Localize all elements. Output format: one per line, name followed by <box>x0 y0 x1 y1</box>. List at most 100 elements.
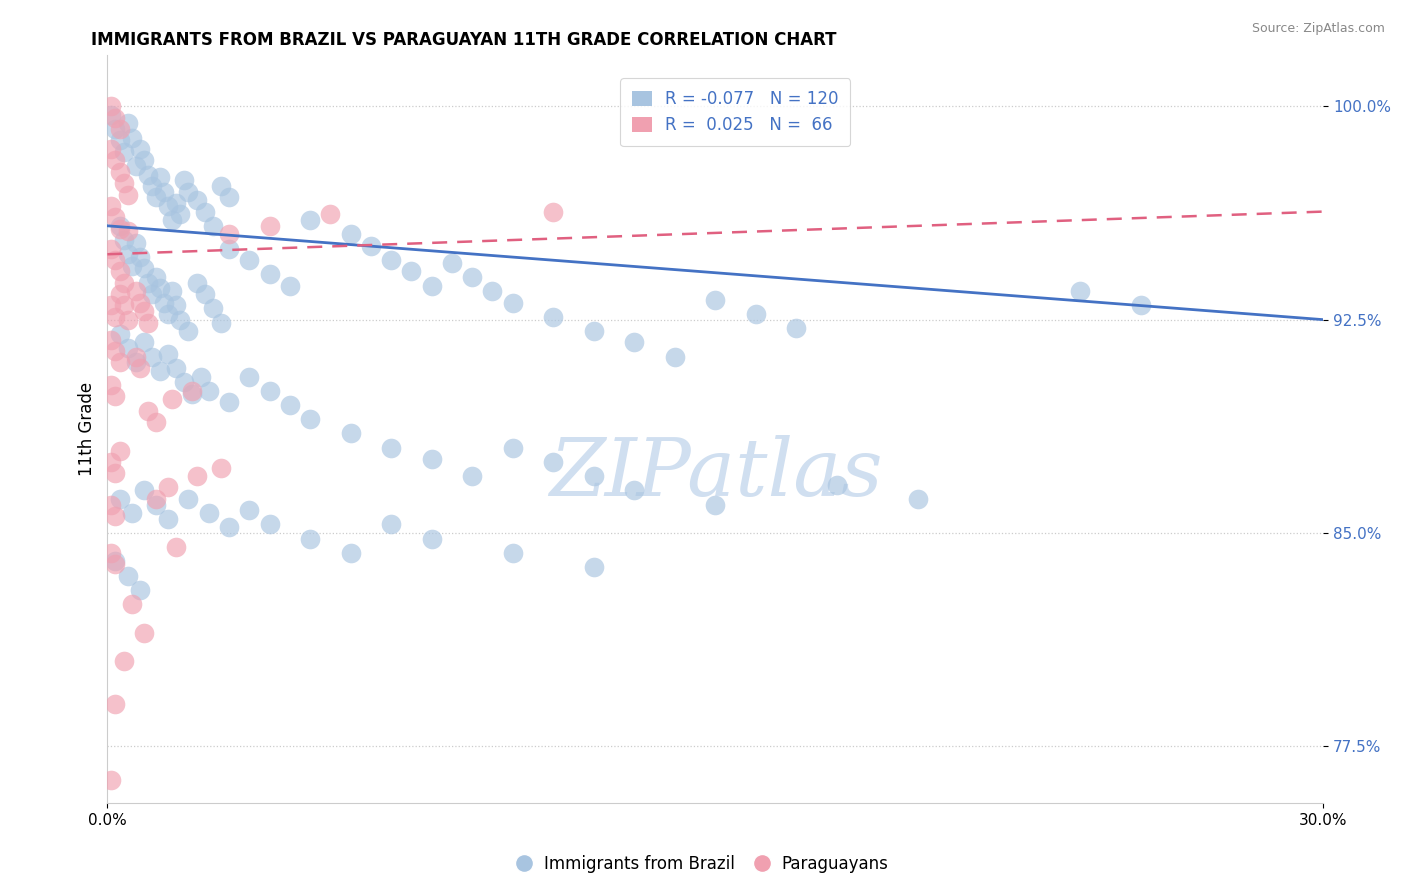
Point <box>153 295 176 310</box>
Point <box>218 395 240 409</box>
Point <box>420 532 443 546</box>
Point <box>339 227 361 242</box>
Point <box>160 284 183 298</box>
Point <box>218 520 240 534</box>
Point <box>201 219 224 233</box>
Point <box>401 264 423 278</box>
Point <box>145 270 167 285</box>
Point <box>108 219 131 233</box>
Point <box>108 165 131 179</box>
Point <box>149 170 172 185</box>
Legend: Immigrants from Brazil, Paraguayans: Immigrants from Brazil, Paraguayans <box>510 848 896 880</box>
Point <box>169 207 191 221</box>
Point <box>165 196 187 211</box>
Point <box>117 312 139 326</box>
Point <box>165 298 187 312</box>
Point <box>160 213 183 227</box>
Point <box>149 364 172 378</box>
Point <box>209 460 232 475</box>
Point <box>319 207 342 221</box>
Point <box>104 343 127 358</box>
Point <box>145 415 167 429</box>
Point <box>153 185 176 199</box>
Point <box>108 326 131 341</box>
Point <box>108 221 131 235</box>
Point <box>785 321 807 335</box>
Point <box>128 250 150 264</box>
Point <box>157 512 180 526</box>
Point <box>112 654 135 668</box>
Point <box>299 412 322 426</box>
Point <box>104 508 127 523</box>
Point <box>145 190 167 204</box>
Point <box>259 517 281 532</box>
Point <box>502 295 524 310</box>
Point <box>481 284 503 298</box>
Point <box>132 483 155 498</box>
Point <box>117 568 139 582</box>
Point <box>136 403 159 417</box>
Point <box>108 133 131 147</box>
Point <box>380 517 402 532</box>
Point <box>238 369 260 384</box>
Point <box>440 256 463 270</box>
Point <box>259 219 281 233</box>
Point <box>541 455 564 469</box>
Point <box>173 376 195 390</box>
Point <box>194 204 217 219</box>
Point <box>339 546 361 560</box>
Point <box>420 278 443 293</box>
Point <box>117 341 139 355</box>
Point <box>169 312 191 326</box>
Point <box>108 491 131 506</box>
Point <box>108 287 131 301</box>
Point <box>141 350 163 364</box>
Point <box>1069 284 1091 298</box>
Point <box>160 392 183 407</box>
Point <box>100 199 122 213</box>
Point <box>582 469 605 483</box>
Point <box>100 298 122 312</box>
Point <box>339 426 361 441</box>
Point <box>278 278 301 293</box>
Point <box>259 384 281 398</box>
Point <box>299 532 322 546</box>
Point <box>132 335 155 350</box>
Point <box>177 324 200 338</box>
Point <box>112 145 135 159</box>
Point <box>259 267 281 281</box>
Point <box>132 153 155 168</box>
Point <box>100 498 122 512</box>
Point <box>1129 298 1152 312</box>
Text: IMMIGRANTS FROM BRAZIL VS PARAGUAYAN 11TH GRADE CORRELATION CHART: IMMIGRANTS FROM BRAZIL VS PARAGUAYAN 11T… <box>91 31 837 49</box>
Point <box>209 316 232 330</box>
Point <box>209 179 232 194</box>
Point <box>157 481 180 495</box>
Point <box>136 316 159 330</box>
Point <box>145 491 167 506</box>
Point <box>197 384 219 398</box>
Point <box>132 625 155 640</box>
Point <box>104 153 127 168</box>
Point <box>165 361 187 376</box>
Point <box>278 398 301 412</box>
Point <box>121 597 143 611</box>
Point <box>420 452 443 467</box>
Point <box>218 242 240 256</box>
Point <box>825 477 848 491</box>
Point <box>104 389 127 403</box>
Point <box>132 304 155 318</box>
Point <box>502 546 524 560</box>
Point <box>136 168 159 182</box>
Text: Source: ZipAtlas.com: Source: ZipAtlas.com <box>1251 22 1385 36</box>
Point <box>104 554 127 568</box>
Point <box>181 386 204 401</box>
Point <box>664 350 686 364</box>
Point <box>121 506 143 520</box>
Point <box>194 287 217 301</box>
Point <box>704 293 727 307</box>
Point <box>100 546 122 560</box>
Point <box>100 378 122 392</box>
Point <box>117 247 139 261</box>
Point <box>218 227 240 242</box>
